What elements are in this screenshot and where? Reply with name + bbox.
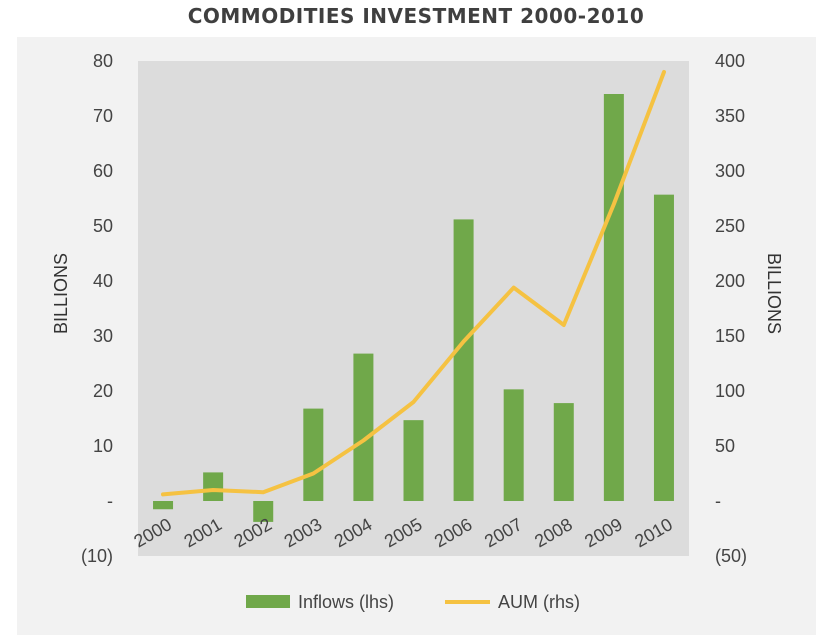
- right-tick-label: 250: [715, 216, 745, 236]
- bar: [553, 403, 574, 501]
- line-series: [161, 70, 666, 497]
- left-tick-label: 50: [93, 216, 113, 236]
- right-tick-label: 100: [715, 381, 745, 401]
- left-tick-label: 30: [93, 326, 113, 346]
- bar: [353, 353, 374, 501]
- bar: [653, 194, 674, 501]
- left-tick-label: 70: [93, 106, 113, 126]
- right-axis-title: BILLIONS: [764, 253, 784, 334]
- chart-title: COMMODITIES INVESTMENT 2000-2010: [187, 4, 645, 28]
- bar: [303, 408, 324, 501]
- bar: [403, 420, 424, 501]
- left-tick-label: 10: [93, 436, 113, 456]
- bar: [153, 501, 174, 510]
- bar: [603, 94, 624, 501]
- left-tick-label: -: [107, 491, 113, 511]
- right-tick-label: 350: [715, 106, 745, 126]
- bar: [503, 389, 524, 501]
- bar: [453, 219, 474, 501]
- bar: [203, 472, 224, 501]
- right-tick-label: 200: [715, 271, 745, 291]
- legend-label: AUM (rhs): [498, 592, 580, 612]
- right-tick-label: (50): [715, 546, 747, 566]
- right-tick-label: 150: [715, 326, 745, 346]
- right-tick-label: 50: [715, 436, 735, 456]
- left-tick-label: 80: [93, 51, 113, 71]
- legend-swatch-bar: [246, 595, 290, 608]
- left-tick-label: 60: [93, 161, 113, 181]
- right-tick-label: 300: [715, 161, 745, 181]
- left-tick-label: 20: [93, 381, 113, 401]
- right-tick-label: -: [715, 491, 721, 511]
- left-axis-title: BILLIONS: [51, 253, 71, 334]
- legend-label: Inflows (lhs): [298, 592, 394, 612]
- bar: [253, 501, 274, 522]
- left-tick-label: (10): [81, 546, 113, 566]
- left-tick-label: 40: [93, 271, 113, 291]
- right-tick-label: 400: [715, 51, 745, 71]
